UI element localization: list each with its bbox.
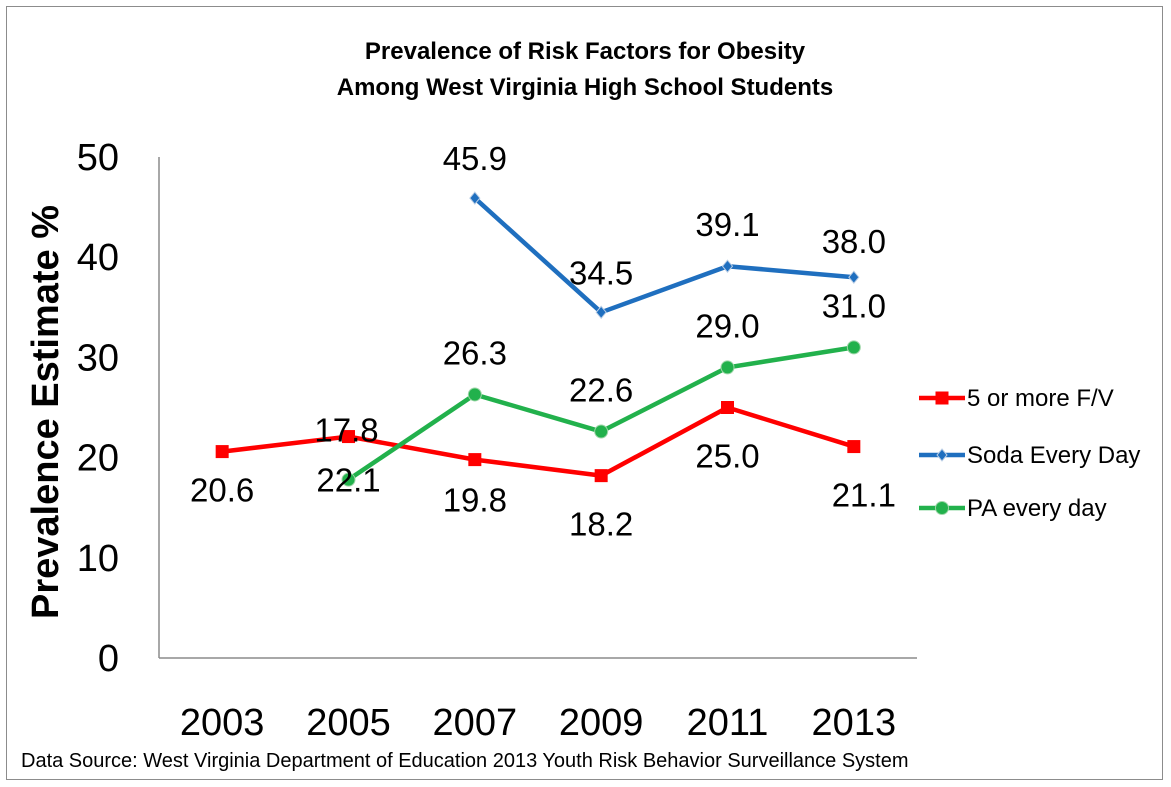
legend: 5 or more F/V Soda Every Day PA every day — [919, 385, 1140, 522]
data-point-pa-every-day — [467, 387, 482, 402]
chart-title-line-1: Prevalence of Risk Factors for Obesity — [365, 38, 806, 65]
y-tick-label: 50 — [77, 137, 119, 179]
chart-title-line-2: Among West Virginia High School Students — [337, 74, 833, 101]
x-tick-label: 2007 — [433, 702, 518, 744]
y-tick-label: 10 — [77, 538, 119, 580]
data-point-5-or-more-f-v — [215, 445, 229, 459]
x-tick-label: 2009 — [559, 702, 644, 744]
data-label-soda-every-day: 34.5 — [569, 254, 633, 291]
chart-title: Prevalence of Risk Factors for Obesity A… — [337, 38, 833, 101]
series-line-pa-every-day — [347, 345, 855, 482]
data-point-5-or-more-f-v — [342, 430, 355, 444]
y-tick-label: 20 — [77, 438, 119, 480]
data-label-pa-every-day: 26.3 — [443, 334, 507, 371]
y-tick-label: 30 — [77, 337, 119, 379]
data-labels: 20.6 17.8 19.8 18.2 25.0 21.1 45.9 34.5 39.1 38.0… — [190, 140, 896, 543]
data-point-5-or-more-f-v — [721, 401, 734, 414]
legend-label-soda-every-day: Soda Every Day — [967, 442, 1140, 469]
series-line-5-or-more-f-v — [221, 405, 855, 478]
data-point-5-or-more-f-v — [847, 440, 861, 454]
series-line-soda-every-day — [473, 196, 855, 315]
series-group — [215, 191, 861, 487]
legend-marker-soda-every-day — [936, 448, 948, 462]
data-label-5-or-more-f-v: 19.8 — [443, 482, 507, 519]
legend-marker-pa-every-day — [935, 501, 949, 515]
axes — [158, 157, 917, 659]
data-label-pa-every-day: 22.6 — [569, 372, 633, 409]
data-label-5-or-more-f-v: 21.1 — [832, 477, 896, 514]
x-axis-ticks: 2003 2005 2007 2009 2011 2013 — [180, 702, 896, 744]
data-label-5-or-more-f-v: 17.8 — [314, 412, 378, 449]
data-point-soda-every-day — [469, 191, 481, 205]
data-label-soda-every-day: 38.0 — [822, 223, 886, 260]
data-point-pa-every-day — [341, 472, 356, 487]
data-label-pa-every-day: 31.0 — [822, 287, 886, 324]
y-axis-label: Prevalence Estimate % — [25, 205, 67, 619]
data-point-soda-every-day — [595, 305, 607, 320]
data-point-5-or-more-f-v — [468, 453, 482, 467]
data-label-pa-every-day: 22.1 — [316, 462, 380, 499]
y-tick-label: 0 — [98, 638, 119, 680]
data-label-soda-every-day: 45.9 — [443, 140, 507, 177]
legend-label-5-or-more-f-v: 5 or more F/V — [967, 385, 1114, 412]
data-point-pa-every-day — [720, 360, 735, 375]
data-point-pa-every-day — [594, 424, 609, 439]
data-point-pa-every-day — [846, 340, 861, 355]
x-tick-label: 2011 — [687, 702, 769, 744]
data-point-soda-every-day — [848, 270, 860, 285]
y-tick-label: 40 — [77, 237, 119, 279]
legend-marker-5-or-more-f-v — [935, 391, 949, 405]
data-label-5-or-more-f-v: 25.0 — [695, 438, 759, 475]
data-label-5-or-more-f-v: 20.6 — [190, 472, 254, 509]
chart-frame: Prevalence of Risk Factors for Obesity A… — [6, 6, 1163, 780]
data-label-pa-every-day: 29.0 — [695, 307, 759, 344]
x-tick-label: 2005 — [306, 702, 391, 744]
data-point-soda-every-day — [721, 259, 734, 273]
data-source-note: Data Source: West Virginia Department of… — [21, 750, 909, 772]
data-label-5-or-more-f-v: 18.2 — [569, 506, 633, 543]
x-tick-label: 2013 — [812, 702, 897, 744]
x-tick-label: 2003 — [180, 702, 265, 744]
legend-label-pa-every-day: PA every day — [967, 495, 1107, 522]
data-point-5-or-more-f-v — [594, 469, 608, 483]
line-chart: Prevalence of Risk Factors for Obesity A… — [21, 38, 1140, 772]
data-label-soda-every-day: 39.1 — [695, 206, 759, 243]
y-axis-ticks: 0 10 20 30 40 50 — [77, 137, 119, 680]
